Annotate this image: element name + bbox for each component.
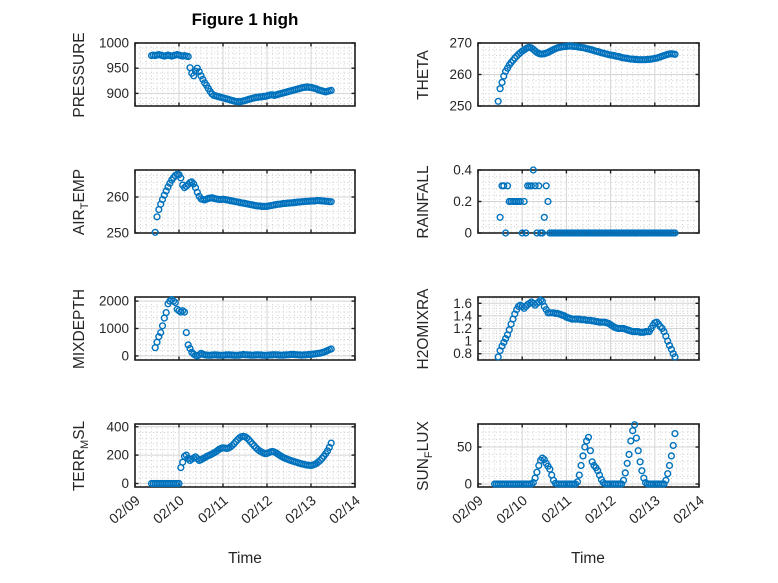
subplot-PRESSURE: 900 950 1000 xyxy=(99,36,356,107)
svg-text:1000: 1000 xyxy=(99,321,129,336)
svg-text:0: 0 xyxy=(464,226,472,241)
ylabel-terrmsl: TERRMSL xyxy=(71,420,92,491)
subplot-SUN_FLUX: 0 50 02/09 02/10 02/11 02/12 02/13 02/14 xyxy=(449,421,707,527)
series-MIXDEPTH xyxy=(151,296,335,360)
series-AIR_TEMP xyxy=(151,170,335,236)
svg-text:02/11: 02/11 xyxy=(195,492,231,526)
svg-text:0: 0 xyxy=(121,348,129,363)
svg-text:270: 270 xyxy=(449,36,472,51)
svg-text:02/12: 02/12 xyxy=(581,492,618,527)
ylabel-sunflux: SUNFLUX xyxy=(415,420,436,491)
subplot-H2OMIXRA: 0.811.21.41.6 xyxy=(453,296,700,361)
series-THETA xyxy=(494,42,679,105)
svg-text:400: 400 xyxy=(106,419,129,434)
svg-text:02/10: 02/10 xyxy=(493,492,530,527)
series-RAINFALL xyxy=(496,166,679,237)
subplot-MIXDEPTH: 0 1000 2000 xyxy=(99,294,356,363)
svg-text:1: 1 xyxy=(464,334,472,349)
svg-text:1000: 1000 xyxy=(99,36,129,51)
xlabel-time-left: Time xyxy=(228,550,262,567)
svg-text:200: 200 xyxy=(106,448,129,463)
svg-text:50: 50 xyxy=(457,440,472,455)
svg-text:1.4: 1.4 xyxy=(453,308,472,323)
svg-text:02/13: 02/13 xyxy=(626,492,663,527)
svg-text:0.2: 0.2 xyxy=(453,194,472,209)
svg-text:1.2: 1.2 xyxy=(453,321,472,336)
subplot-RAINFALL: 0 0.2 0.4 xyxy=(453,163,700,241)
subplot-THETA: 250 260 270 xyxy=(449,36,700,114)
svg-text:250: 250 xyxy=(106,226,129,241)
svg-text:0: 0 xyxy=(121,476,129,491)
svg-text:900: 900 xyxy=(106,86,129,101)
series-SUN_FLUX xyxy=(491,421,679,488)
svg-text:02/14: 02/14 xyxy=(326,492,363,527)
series-H2OMIXRA xyxy=(494,296,679,361)
figure-title: Figure 1 high xyxy=(191,10,299,29)
xlabel-time-right: Time xyxy=(571,550,605,567)
svg-text:2000: 2000 xyxy=(99,294,129,309)
svg-text:0.8: 0.8 xyxy=(453,346,472,361)
svg-text:260: 260 xyxy=(106,190,129,205)
svg-text:02/09: 02/09 xyxy=(449,492,486,527)
svg-text:02/12: 02/12 xyxy=(238,492,275,527)
svg-text:950: 950 xyxy=(106,61,129,76)
svg-text:02/13: 02/13 xyxy=(282,492,319,527)
svg-text:1.6: 1.6 xyxy=(453,296,472,311)
svg-text:0.4: 0.4 xyxy=(453,163,472,178)
svg-text:02/11: 02/11 xyxy=(538,492,574,526)
subplot-TERR_MSL: 0 200 400 02/09 02/10 02/11 02/12 02/13 02/14 xyxy=(106,419,363,527)
svg-text:250: 250 xyxy=(449,99,472,114)
subplot-AIR_TEMP: 250 260 xyxy=(106,169,356,241)
svg-text:260: 260 xyxy=(449,67,472,82)
svg-text:02/10: 02/10 xyxy=(150,492,187,527)
series-TERR_MSL xyxy=(147,432,335,488)
svg-text:02/09: 02/09 xyxy=(106,492,143,527)
svg-text:02/14: 02/14 xyxy=(670,492,707,527)
series-PRESSURE xyxy=(147,50,335,106)
svg-text:0: 0 xyxy=(464,477,472,492)
